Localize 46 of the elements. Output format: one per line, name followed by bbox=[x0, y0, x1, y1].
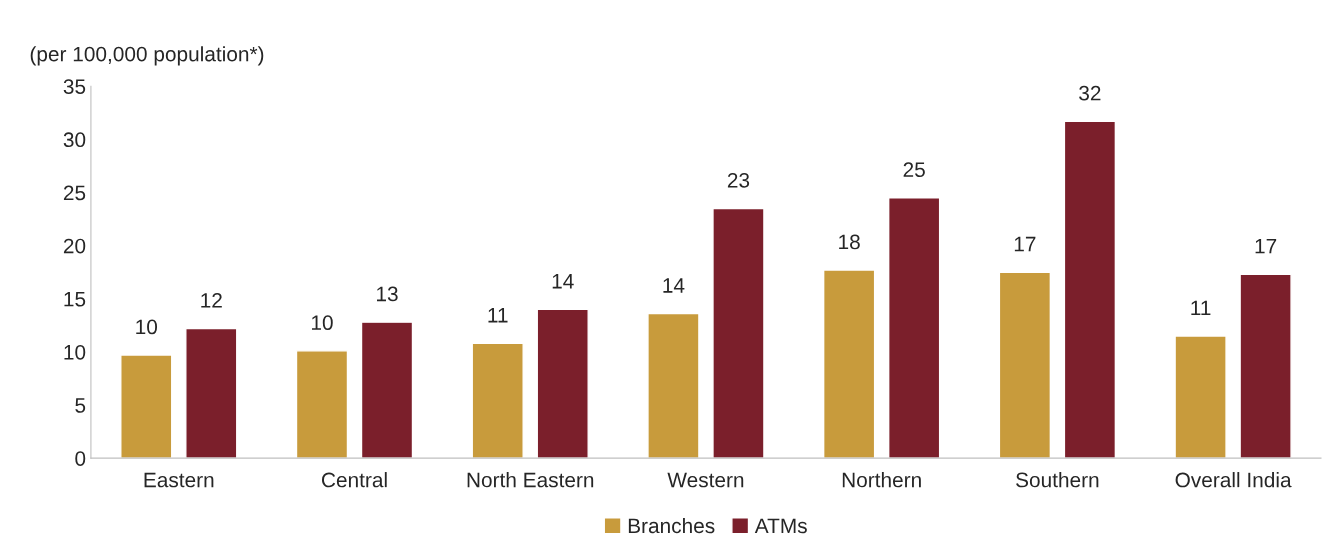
data-label: 17 bbox=[1255, 239, 1277, 254]
data-label: 25 bbox=[903, 162, 925, 178]
bar bbox=[887, 197, 941, 459]
bar bbox=[185, 327, 238, 459]
data-label: 13 bbox=[377, 286, 398, 302]
data-label: 11 bbox=[1191, 300, 1211, 315]
bar bbox=[360, 321, 414, 459]
data-label: 10 bbox=[136, 319, 158, 335]
data-label: 10 bbox=[311, 315, 333, 331]
y-tick-label: 0 bbox=[75, 451, 86, 466]
data-label: 12 bbox=[201, 292, 222, 308]
bar bbox=[712, 207, 765, 459]
legend-label: ATMs bbox=[754, 518, 807, 534]
y-tick-label: 25 bbox=[63, 185, 86, 201]
y-tick-label: 20 bbox=[63, 238, 86, 254]
data-label: 14 bbox=[663, 278, 685, 293]
bar bbox=[1063, 120, 1117, 459]
bar bbox=[1174, 335, 1227, 459]
bar bbox=[1239, 273, 1292, 459]
y-tick-label: 15 bbox=[64, 291, 86, 307]
x-tick-label: Northern bbox=[842, 472, 921, 488]
y-tick-label: 5 bbox=[75, 398, 86, 413]
data-label: 18 bbox=[839, 234, 860, 250]
x-tick-label: North Eastern bbox=[467, 472, 594, 488]
y-tick-label: 30 bbox=[63, 132, 86, 148]
bar bbox=[471, 342, 524, 459]
x-tick-label: Overall India bbox=[1175, 472, 1292, 488]
data-label: 14 bbox=[552, 274, 574, 289]
bar bbox=[822, 269, 876, 459]
bar bbox=[536, 308, 589, 459]
data-label: 17 bbox=[1014, 236, 1036, 252]
data-label: 11 bbox=[488, 308, 508, 323]
y-tick-label: 35 bbox=[63, 79, 86, 94]
x-tick-label: Western bbox=[667, 472, 744, 488]
legend-label: Branches bbox=[628, 517, 715, 534]
bar bbox=[647, 312, 700, 459]
x-tick-label: Southern bbox=[1016, 472, 1099, 488]
chart-title: (per 100,000 population*) bbox=[30, 46, 264, 66]
y-tick-label: 10 bbox=[64, 344, 86, 360]
x-tick-label: Eastern bbox=[144, 472, 214, 488]
bar bbox=[120, 354, 173, 459]
data-label: 23 bbox=[727, 172, 750, 188]
data-label: 32 bbox=[1079, 85, 1101, 101]
bar bbox=[295, 350, 349, 459]
bar bbox=[998, 271, 1052, 459]
x-tick-label: Central bbox=[321, 472, 387, 488]
